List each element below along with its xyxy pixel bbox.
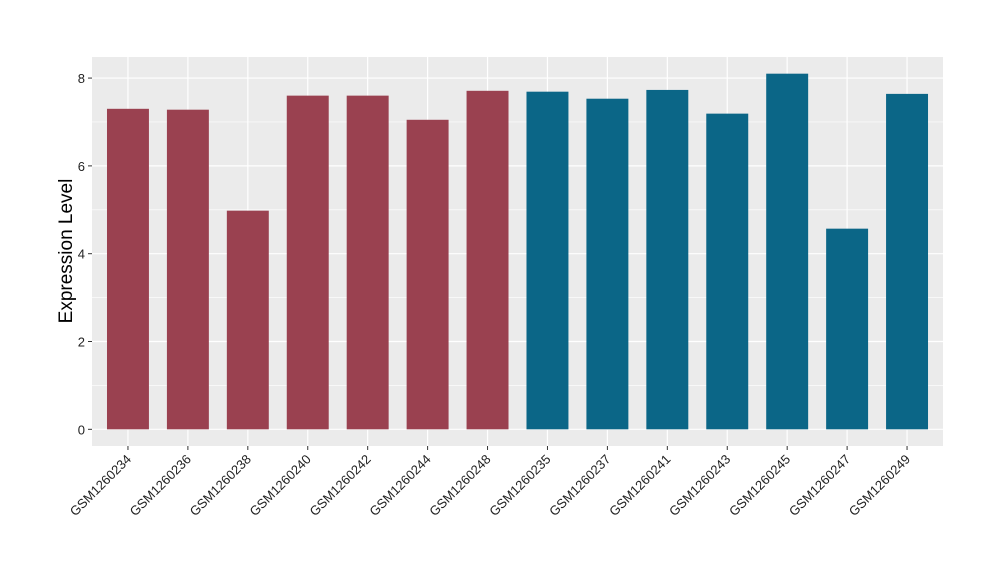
- y-tick-label: 4: [78, 247, 85, 262]
- bars: [106, 73, 929, 430]
- bar-GSM1260249: [886, 93, 929, 430]
- y-tick-label: 0: [78, 422, 85, 437]
- x-axis: GSM1260234GSM1260236GSM1260238GSM1260240…: [67, 446, 913, 519]
- x-tick-label: GSM1260244: [366, 452, 433, 519]
- plot-panel: [92, 57, 943, 446]
- y-tick-label: 8: [78, 71, 85, 86]
- x-tick-label: GSM1260236: [127, 452, 194, 519]
- x-tick-label: GSM1260235: [486, 452, 553, 519]
- bar-GSM1260247: [826, 228, 869, 430]
- bar-GSM1260240: [286, 95, 329, 430]
- bar-GSM1260248: [466, 90, 509, 430]
- bar-GSM1260234: [106, 108, 149, 430]
- x-tick-label: GSM1260245: [726, 452, 793, 519]
- bar-GSM1260242: [346, 95, 389, 430]
- bar-GSM1260235: [526, 91, 569, 430]
- x-tick-label: GSM1260243: [666, 452, 733, 519]
- bar-GSM1260244: [406, 119, 449, 430]
- x-tick-label: GSM1260242: [306, 452, 373, 519]
- x-tick-label: GSM1260238: [187, 452, 254, 519]
- y-axis: 0 2 4 6 8: [78, 71, 92, 437]
- y-tick-label: 6: [78, 159, 85, 174]
- y-axis-label: Expression Level: [56, 179, 77, 324]
- x-tick-label: GSM1260241: [606, 452, 673, 519]
- x-tick-label: GSM1260248: [426, 452, 493, 519]
- bar-GSM1260236: [166, 109, 209, 430]
- bar-GSM1260241: [646, 89, 689, 430]
- x-tick-label: GSM1260234: [67, 452, 134, 519]
- x-tick-label: GSM1260247: [786, 452, 853, 519]
- x-tick-label: GSM1260240: [247, 452, 314, 519]
- y-tick-label: 2: [78, 335, 85, 350]
- bar-GSM1260237: [586, 98, 629, 430]
- bar-GSM1260245: [766, 73, 809, 430]
- x-tick-label: GSM1260237: [546, 452, 613, 519]
- x-tick-label: GSM1260249: [846, 452, 913, 519]
- bar-GSM1260243: [706, 113, 749, 430]
- bar-GSM1260238: [226, 210, 269, 430]
